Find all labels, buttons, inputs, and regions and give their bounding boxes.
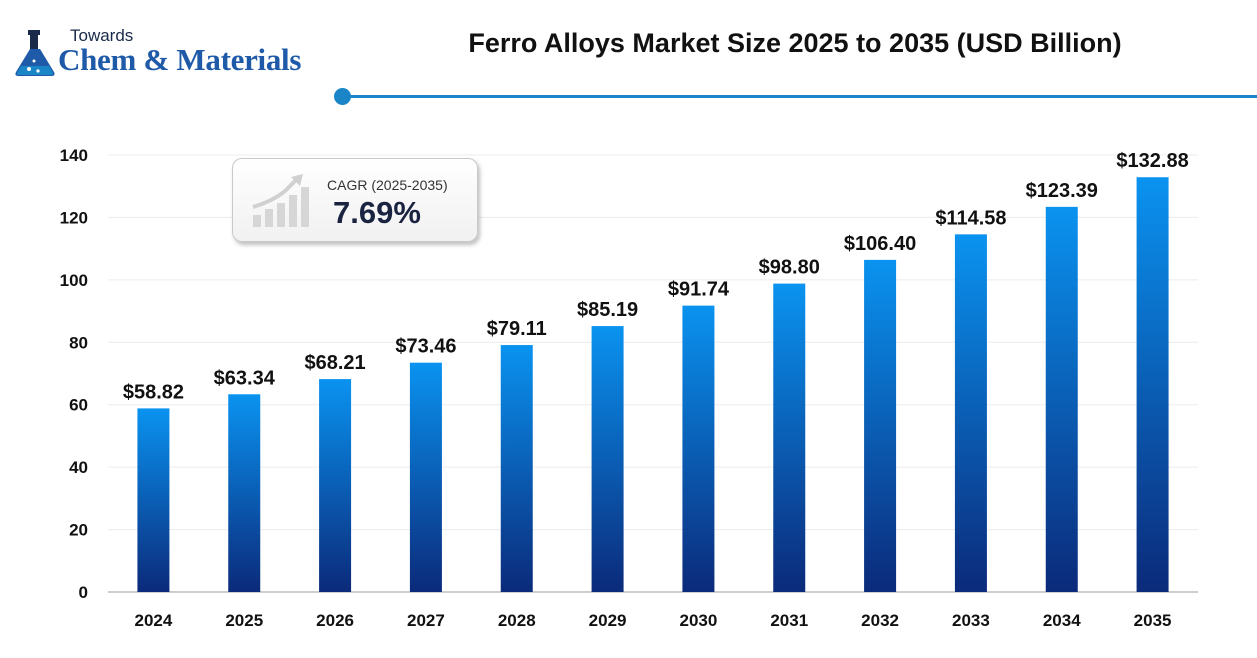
data-label-2024: $58.82 [123,381,184,403]
brand-logo: Towards Chem & Materials [12,22,332,82]
x-tick-label-2027: 2027 [407,611,445,630]
data-label-2025: $63.34 [214,367,276,389]
data-label-2034: $123.39 [1026,180,1098,202]
bar-2032 [864,259,897,592]
y-tick-label: 100 [60,271,88,290]
x-tick-label-2028: 2028 [498,611,536,630]
bar-2031 [773,283,806,592]
bars [137,177,1169,592]
x-tick-label-2033: 2033 [952,611,990,630]
bar-2027 [409,362,442,592]
cagr-value: 7.69% [333,195,421,230]
data-label-2029: $85.19 [577,299,638,321]
bar-2034 [1045,206,1078,592]
y-tick-label: 140 [60,146,88,165]
x-tick-label-2029: 2029 [589,611,627,630]
x-tick-label-2024: 2024 [135,611,173,630]
y-tick-label: 0 [79,583,88,602]
y-tick-label: 60 [69,396,88,415]
x-tick-label-2026: 2026 [316,611,354,630]
data-label-2027: $73.46 [395,336,456,358]
flask-icon [15,30,55,76]
y-tick-label: 20 [69,521,88,540]
cagr-callout: CAGR (2025-2035) 7.69% [232,158,478,242]
data-label-2028: $79.11 [487,318,547,340]
bar-2030 [682,305,715,592]
cagr-label: CAGR (2025-2035) [327,177,448,193]
bar-2024 [137,408,170,592]
x-tick-label-2030: 2030 [680,611,718,630]
data-label-2031: $98.80 [759,257,820,279]
y-tick-label: 80 [69,333,88,352]
brand-name: Chem & Materials [58,42,302,77]
bar-2025 [228,394,261,592]
labels: 0 20 40 60 80 100 120 140 $58.82 2024 $63.34 2025 $6… [60,146,1189,630]
bar-2029 [591,326,624,592]
bar-2028 [500,345,533,592]
bar-2033 [954,234,987,592]
divider-dot [334,88,351,105]
data-label-2032: $106.40 [844,233,916,255]
data-label-2035: $132.88 [1116,150,1188,172]
bar-2026 [319,379,352,592]
header-divider [343,95,1257,98]
y-tick-label: 120 [60,208,88,227]
data-label-2033: $114.58 [935,207,1006,229]
chart-title: Ferro Alloys Market Size 2025 to 2035 (U… [468,28,1122,58]
data-label-2030: $91.74 [668,279,730,301]
x-tick-label-2025: 2025 [225,611,263,630]
brand-small-text: Towards [70,26,134,45]
data-label-2026: $68.21 [304,352,365,374]
x-tick-label-2035: 2035 [1134,611,1172,630]
x-tick-label-2032: 2032 [861,611,899,630]
x-tick-label-2031: 2031 [770,611,808,630]
growth-chart-icon [252,174,309,227]
x-tick-label-2034: 2034 [1043,611,1081,630]
y-tick-label: 40 [69,458,88,477]
bar-2035 [1136,177,1169,592]
